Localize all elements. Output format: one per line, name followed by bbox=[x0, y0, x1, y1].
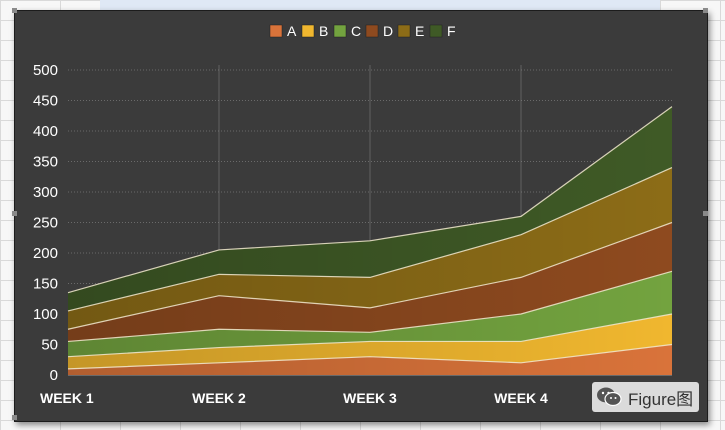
legend-item-e[interactable]: E bbox=[397, 23, 424, 39]
x-tick-label: WEEK 3 bbox=[343, 390, 397, 406]
series-top-line-a bbox=[67, 343, 673, 370]
series-borders bbox=[67, 106, 673, 370]
resize-handle-left[interactable] bbox=[12, 211, 17, 216]
legend-item-f[interactable]: F bbox=[429, 23, 456, 39]
series-area-shading bbox=[68, 106, 672, 311]
series-area-shading bbox=[68, 271, 672, 357]
legend-swatch bbox=[429, 24, 443, 38]
series-area-shading bbox=[68, 222, 672, 342]
watermark-text: Figure图 bbox=[628, 389, 694, 409]
x-tick-label: WEEK 4 bbox=[494, 390, 548, 406]
series-area-shading bbox=[68, 344, 672, 375]
x-tick-label: WEEK 1 bbox=[40, 390, 94, 406]
y-tick-label: 350 bbox=[33, 154, 58, 171]
legend-item-c[interactable]: C bbox=[333, 23, 361, 39]
x-axis-tick-labels: WEEK 1 WEEK 2 WEEK 3 WEEK 4 bbox=[40, 390, 548, 406]
y-tick-label: 50 bbox=[41, 337, 58, 354]
legend-label: C bbox=[351, 23, 361, 39]
y-axis-tick-labels: 0 50 100 150 200 250 300 350 400 450 500 bbox=[33, 62, 58, 384]
legend-label: A bbox=[287, 23, 297, 39]
y-tick-label: 250 bbox=[33, 215, 58, 232]
resize-handle-top-right[interactable] bbox=[703, 8, 708, 13]
resize-handle-bottom-left[interactable] bbox=[12, 415, 17, 420]
legend-swatch bbox=[397, 24, 411, 38]
series-top-line-f bbox=[67, 106, 673, 294]
legend-item-d[interactable]: D bbox=[365, 23, 393, 39]
legend[interactable]: A B C D E F bbox=[269, 23, 456, 39]
series-top-line-b bbox=[67, 313, 673, 358]
series-top-line-e bbox=[67, 167, 673, 312]
y-tick-label: 200 bbox=[33, 245, 58, 262]
legend-swatch bbox=[365, 24, 379, 38]
legend-item-b[interactable]: B bbox=[301, 23, 328, 39]
y-tick-label: 0 bbox=[50, 367, 58, 384]
y-tick-label: 300 bbox=[33, 184, 58, 201]
legend-swatch bbox=[301, 24, 315, 38]
y-tick-label: 450 bbox=[33, 93, 58, 110]
legend-label: F bbox=[447, 23, 456, 39]
y-tick-label: 150 bbox=[33, 276, 58, 293]
legend-label: D bbox=[383, 23, 393, 39]
legend-item-a[interactable]: A bbox=[269, 23, 297, 39]
wechat-icon bbox=[597, 387, 622, 407]
resize-handle-right[interactable] bbox=[703, 211, 708, 216]
x-tick-label: WEEK 2 bbox=[192, 390, 246, 406]
y-tick-label: 400 bbox=[33, 123, 58, 140]
legend-swatch bbox=[269, 24, 283, 38]
series-top-line-c bbox=[67, 270, 673, 343]
legend-label: B bbox=[319, 23, 328, 39]
series-top-line-d bbox=[67, 221, 673, 330]
y-tick-label: 500 bbox=[33, 62, 58, 79]
resize-handle-top-left[interactable] bbox=[12, 8, 17, 13]
y-tick-label: 100 bbox=[33, 306, 58, 323]
series-area-shading bbox=[68, 167, 672, 330]
series-areas bbox=[68, 106, 672, 375]
watermark: Figure图 bbox=[592, 382, 700, 412]
legend-swatch bbox=[333, 24, 347, 38]
legend-label: E bbox=[415, 23, 424, 39]
